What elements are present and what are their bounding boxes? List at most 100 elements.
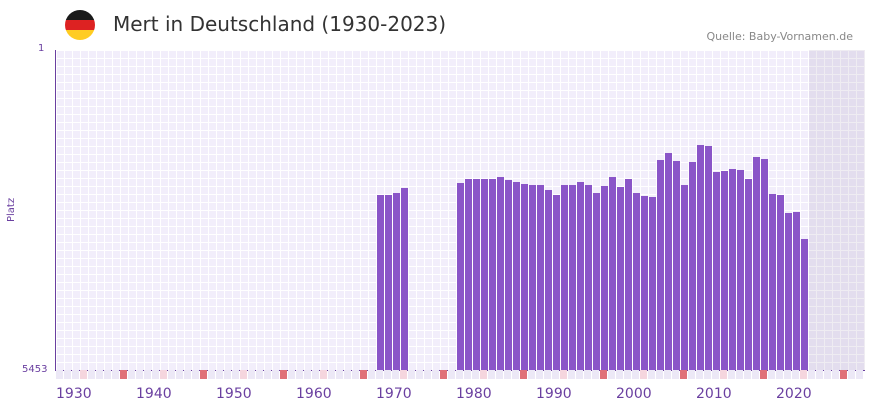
bar-2019[interactable] <box>769 194 776 370</box>
x-tick-marker <box>288 370 295 379</box>
x-tick-marker <box>448 370 455 379</box>
x-tick-marker <box>816 370 823 379</box>
x-tick-marker <box>200 370 207 379</box>
bar-2017[interactable] <box>753 157 760 370</box>
x-tick-marker <box>504 370 511 379</box>
x-tick-marker <box>856 370 863 379</box>
bar-1995[interactable] <box>577 182 584 370</box>
x-tick-label: 1930 <box>56 386 92 402</box>
x-tick-marker <box>248 370 255 379</box>
bar-1994[interactable] <box>569 185 576 370</box>
future-shaded-region <box>809 50 865 370</box>
x-tick-marker <box>264 370 271 379</box>
bar-2008[interactable] <box>681 185 688 370</box>
bar-1980[interactable] <box>457 183 464 370</box>
bar-1991[interactable] <box>545 190 552 370</box>
x-tick-marker <box>784 370 791 379</box>
x-tick-marker <box>440 370 447 379</box>
bar-2022[interactable] <box>793 212 800 370</box>
bar-2020[interactable] <box>777 195 784 370</box>
x-tick-marker <box>432 370 439 379</box>
bar-2000[interactable] <box>617 187 624 370</box>
x-tick-marker <box>800 370 807 379</box>
bar-1984[interactable] <box>489 179 496 370</box>
bar-1970[interactable] <box>377 195 384 370</box>
bar-1999[interactable] <box>609 177 616 370</box>
x-tick-marker <box>712 370 719 379</box>
y-axis-title: Platz <box>6 197 17 222</box>
bar-2007[interactable] <box>673 161 680 370</box>
bar-1992[interactable] <box>553 195 560 370</box>
x-tick-marker <box>400 370 407 379</box>
x-tick-marker <box>664 370 671 379</box>
x-tick-marker <box>608 370 615 379</box>
x-tick-marker <box>408 370 415 379</box>
bar-2012[interactable] <box>713 172 720 370</box>
bar-2006[interactable] <box>665 153 672 370</box>
x-tick-marker <box>848 370 855 379</box>
plot-area <box>55 50 865 371</box>
x-tick-marker <box>96 370 103 379</box>
bar-2013[interactable] <box>721 171 728 370</box>
x-tick-marker <box>792 370 799 379</box>
x-tick-marker <box>160 370 167 379</box>
bar-2010[interactable] <box>697 145 704 370</box>
x-tick-marker <box>840 370 847 379</box>
bar-1983[interactable] <box>481 179 488 370</box>
bar-1972[interactable] <box>393 193 400 370</box>
x-tick-marker <box>384 370 391 379</box>
x-tick-marker <box>656 370 663 379</box>
x-tick-marker <box>368 370 375 379</box>
bar-2018[interactable] <box>761 159 768 370</box>
x-tick-marker <box>488 370 495 379</box>
x-tick-marker <box>624 370 631 379</box>
bar-2015[interactable] <box>737 170 744 370</box>
x-tick-marker <box>680 370 687 379</box>
bar-1998[interactable] <box>601 186 608 370</box>
bar-2003[interactable] <box>641 196 648 370</box>
x-tick-marker <box>520 370 527 379</box>
bar-2021[interactable] <box>785 213 792 370</box>
bar-2023[interactable] <box>801 239 808 370</box>
bar-1993[interactable] <box>561 185 568 370</box>
x-tick-marker <box>328 370 335 379</box>
bar-2011[interactable] <box>705 146 712 370</box>
x-tick-marker <box>336 370 343 379</box>
bar-2001[interactable] <box>625 179 632 370</box>
x-tick-marker <box>464 370 471 379</box>
bar-1987[interactable] <box>513 182 520 370</box>
bar-2009[interactable] <box>689 162 696 370</box>
bar-1981[interactable] <box>465 179 472 370</box>
x-tick-marker <box>392 370 399 379</box>
x-tick-marker <box>216 370 223 379</box>
bar-1985[interactable] <box>497 177 504 370</box>
bar-1996[interactable] <box>585 185 592 370</box>
x-tick-marker <box>120 370 127 379</box>
bar-2005[interactable] <box>657 160 664 370</box>
x-tick-marker <box>176 370 183 379</box>
source-label: Quelle: Baby-Vornamen.de <box>706 30 853 43</box>
x-tick-marker <box>88 370 95 379</box>
x-tick-marker <box>296 370 303 379</box>
bar-1986[interactable] <box>505 180 512 370</box>
x-tick-marker <box>192 370 199 379</box>
bar-1989[interactable] <box>529 185 536 370</box>
x-tick-marker <box>232 370 239 379</box>
bar-2014[interactable] <box>729 169 736 370</box>
bar-1990[interactable] <box>537 185 544 370</box>
x-tick-marker <box>416 370 423 379</box>
bar-1988[interactable] <box>521 184 528 370</box>
x-tick-marker <box>496 370 503 379</box>
bar-1971[interactable] <box>385 195 392 370</box>
bar-1982[interactable] <box>473 179 480 370</box>
bar-1973[interactable] <box>401 188 408 370</box>
bar-2016[interactable] <box>745 179 752 370</box>
bar-2004[interactable] <box>649 197 656 370</box>
x-tick-label: 1960 <box>296 386 332 402</box>
bar-1997[interactable] <box>593 193 600 370</box>
bar-2002[interactable] <box>633 193 640 370</box>
x-tick-label: 1940 <box>136 386 172 402</box>
x-tick-marker <box>64 370 71 379</box>
x-tick-marker <box>832 370 839 379</box>
x-tick-label: 2000 <box>616 386 652 402</box>
